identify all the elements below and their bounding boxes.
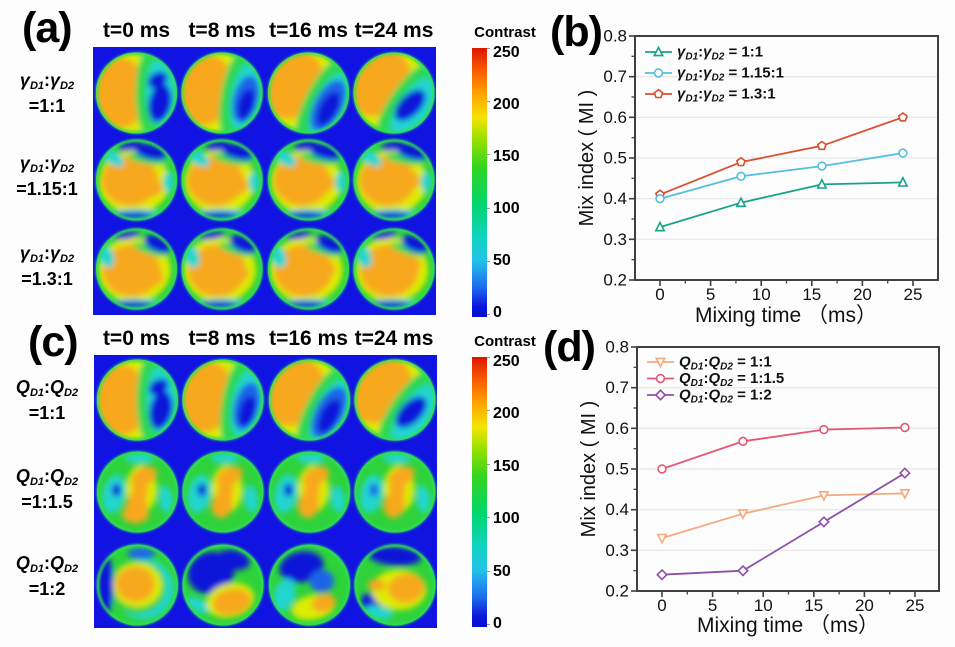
svg-text:0.2: 0.2 [605, 582, 629, 601]
svg-text:QD1:QD2 = 1:1: QD1:QD2 = 1:1 [679, 354, 772, 373]
svg-text:25: 25 [904, 285, 923, 304]
svg-text:0.7: 0.7 [603, 67, 627, 86]
svg-text:0.5: 0.5 [603, 149, 627, 168]
svg-text:0: 0 [655, 285, 664, 304]
svg-text:0.3: 0.3 [605, 541, 629, 560]
svg-text:Mixing time （ms）: Mixing time （ms） [697, 614, 879, 637]
svg-text:20: 20 [855, 596, 874, 615]
svg-text:0.3: 0.3 [603, 230, 627, 249]
svg-text:0.4: 0.4 [603, 189, 627, 208]
svg-text:0.8: 0.8 [603, 27, 627, 46]
svg-text:15: 15 [802, 285, 821, 304]
svg-text:0.8: 0.8 [605, 338, 629, 357]
svg-text:QD1:QD2 = 1:1.5: QD1:QD2 = 1:1.5 [679, 370, 784, 389]
svg-text:QD1:QD2 = 1:2: QD1:QD2 = 1:2 [679, 387, 772, 406]
svg-text:15: 15 [804, 596, 823, 615]
svg-text:20: 20 [853, 285, 872, 304]
svg-text:10: 10 [754, 596, 773, 615]
svg-text:0.2: 0.2 [603, 271, 627, 290]
svg-text:Mixing time （ms）: Mixing time （ms） [695, 304, 877, 327]
svg-text:5: 5 [706, 285, 715, 304]
svg-text:γD1:γD2 = 1:1: γD1:γD2 = 1:1 [677, 44, 763, 63]
svg-text:25: 25 [906, 596, 925, 615]
svg-text:5: 5 [708, 596, 717, 615]
svg-text:10: 10 [752, 285, 771, 304]
svg-text:0.6: 0.6 [603, 108, 627, 127]
svg-text:0.4: 0.4 [605, 500, 629, 519]
svg-text:γD1:γD2 = 1.15:1: γD1:γD2 = 1.15:1 [677, 65, 784, 84]
svg-text:0: 0 [657, 596, 666, 615]
svg-text:Mix index ( MI ): Mix index ( MI ) [578, 401, 600, 538]
svg-text:γD1:γD2 = 1.3:1: γD1:γD2 = 1.3:1 [677, 86, 776, 105]
svg-text:0.5: 0.5 [605, 460, 629, 479]
svg-text:Mix index ( MI ): Mix index ( MI ) [576, 90, 598, 227]
svg-text:0.7: 0.7 [605, 378, 629, 397]
svg-text:0.6: 0.6 [605, 419, 629, 438]
